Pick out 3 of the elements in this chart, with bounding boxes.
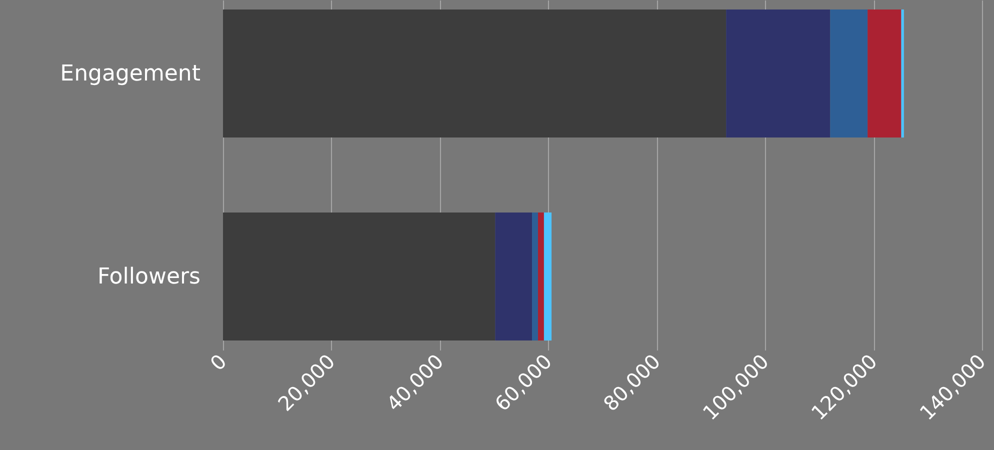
x-tick-label: 0 <box>205 349 232 376</box>
y-tick-label: Engagement <box>60 61 201 86</box>
y-tick-label: Followers <box>97 264 200 290</box>
